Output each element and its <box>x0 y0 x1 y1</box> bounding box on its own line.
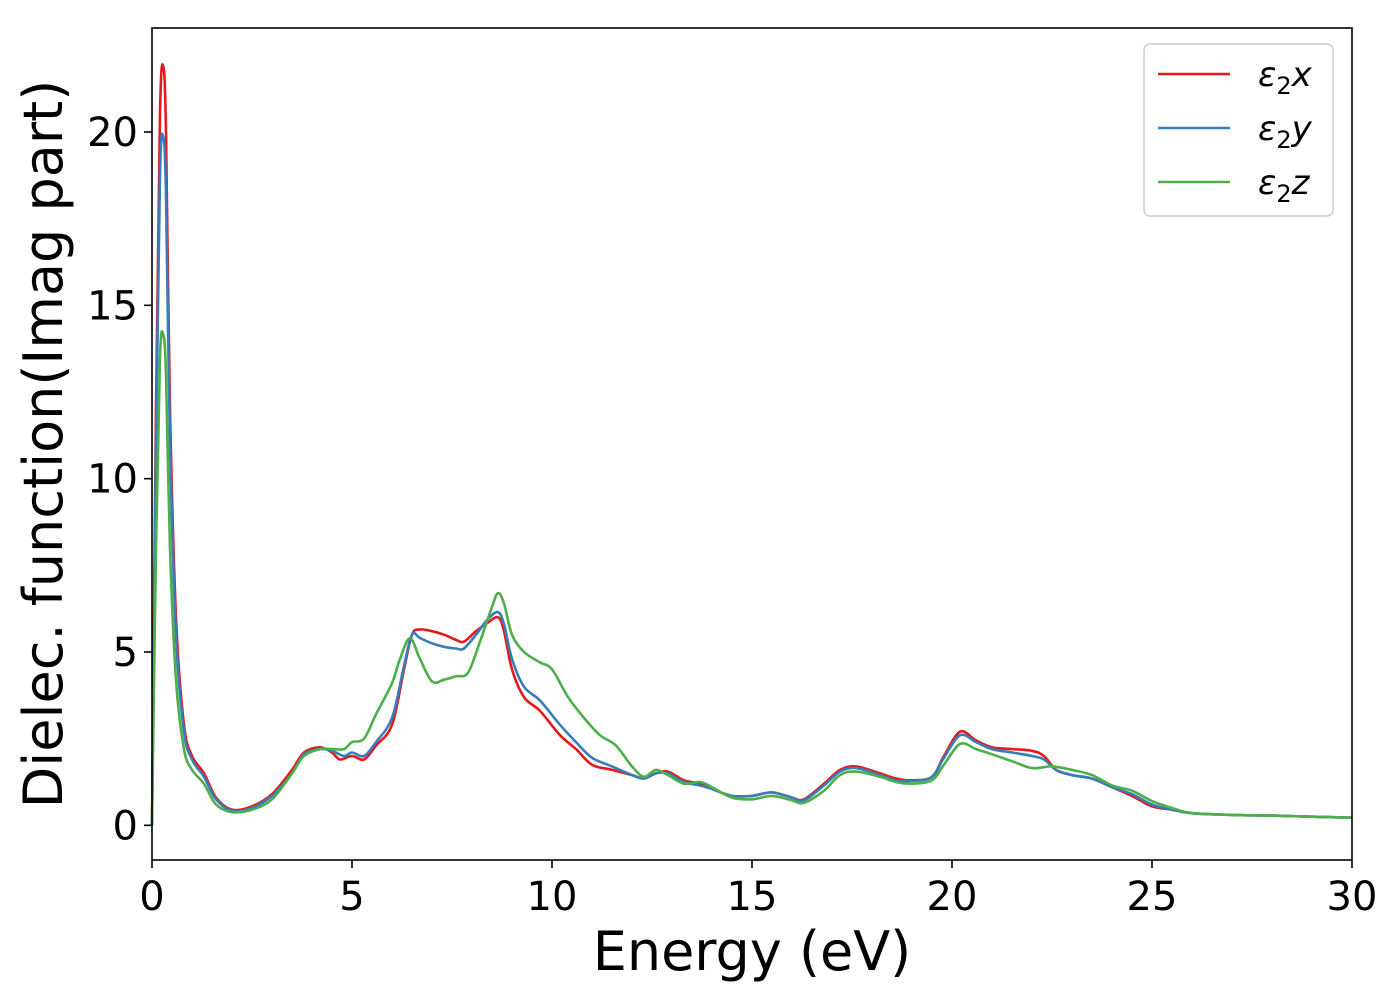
y-tick-label: 10 <box>87 457 138 503</box>
x-tick-label: 10 <box>527 874 578 920</box>
x-axis-ticks: 0 5 10 15 20 25 30 <box>139 860 1377 920</box>
x-tick-label: 20 <box>927 874 978 920</box>
y-tick-label: 15 <box>87 283 138 329</box>
legend-label-y: ε2y <box>1258 109 1313 154</box>
y-axis-label: Dielec. function(Imag part) <box>12 80 75 809</box>
series-layer <box>150 63 1353 826</box>
legend-frame <box>1143 43 1334 217</box>
series-line-z <box>150 329 1353 826</box>
x-tick-label: 5 <box>339 874 364 920</box>
x-axis-label: Energy (eV) <box>593 920 912 983</box>
legend: ε2x ε2y ε2z <box>1143 43 1334 217</box>
series-line-y <box>150 132 1353 826</box>
legend-label-z: ε2z <box>1258 163 1311 208</box>
legend-label-x: ε2x <box>1258 55 1313 100</box>
x-tick-label: 30 <box>1327 874 1378 920</box>
series-line-x <box>150 63 1353 826</box>
y-tick-label: 20 <box>87 110 138 156</box>
x-tick-label: 25 <box>1127 874 1178 920</box>
x-tick-label: 15 <box>727 874 778 920</box>
x-tick-label: 0 <box>139 874 164 920</box>
y-axis-ticks: 0 5 10 15 20 <box>87 110 152 849</box>
y-tick-label: 5 <box>113 630 138 676</box>
y-tick-label: 0 <box>113 803 138 849</box>
